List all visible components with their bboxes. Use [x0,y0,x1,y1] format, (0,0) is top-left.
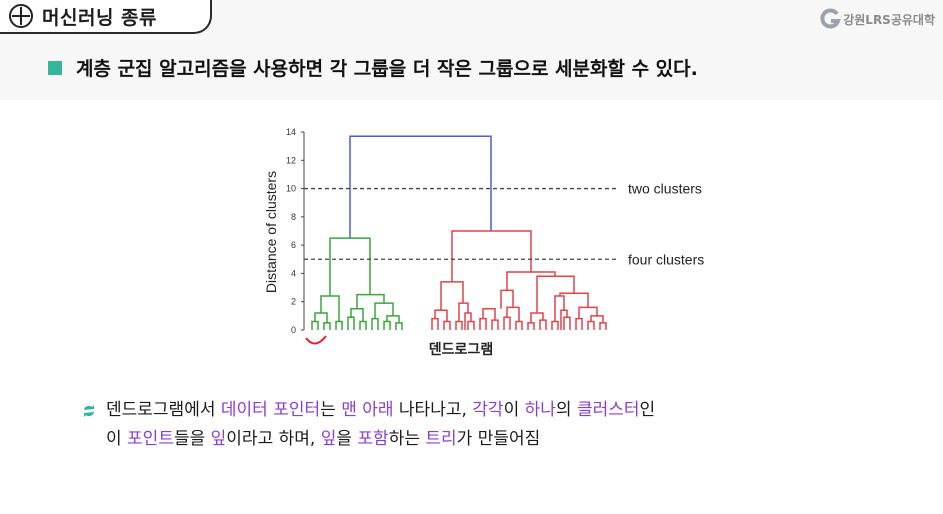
dendrogram-link [515,320,523,330]
dendrogram-link [560,309,568,330]
description: 덴드로그램에서 데이터 포인터 는 맨 아래 나타나고, 각각 이 하나 의 클러스터… [82,396,655,454]
square-bullet-icon [48,60,62,75]
dendrogram-link [350,308,364,322]
highlight-term: 포인트 [127,429,174,449]
dendrogram-link [311,320,319,330]
dendrogram-link [539,319,547,330]
dendrogram-link [500,289,514,309]
highlight-term: 각각 [472,400,504,420]
y-tick-label: 4 [291,268,296,278]
highlight-term: 트리 [425,429,457,449]
dendrogram-link [563,316,571,330]
page-title: 머신러닝 종류 [42,6,157,29]
dendrogram-link [383,320,391,330]
dendrogram-link [451,230,532,282]
dendrogram-link [587,320,595,330]
dendrogram-link [479,317,487,330]
logo-text: 강원LRS공유대학 [843,12,935,27]
y-axis: 0 2 4 6 8 10 12 14 [286,127,305,335]
headline-text: 계층 군집 알고리즘을 사용하면 각 그룹을 더 작은 그룹으로 세분화할 수 … [76,58,698,80]
dendrogram-link [314,312,328,323]
red-underline-mark [305,335,327,345]
dendrogram-link [506,271,556,291]
description-text: 가 만들어짐 [456,429,541,449]
highlight-term: 클러스터 [576,400,640,420]
dendrogram-link [371,317,379,330]
dendrogram-link [374,302,394,319]
y-tick-label: 14 [286,127,296,137]
dendrogram-link [527,322,535,330]
dendrogram-chart: 0 2 4 6 8 10 12 14 two clusters four clusters Di… [263,127,704,358]
dendrogram-link [323,322,331,330]
dendrogram-link [395,322,403,330]
dendrogram-link [530,312,544,323]
dendrogram-link [506,306,520,322]
g-logo-icon [820,8,841,29]
description-text: 들을 [173,429,211,449]
y-tick-label: 10 [286,184,296,194]
highlight-term: 하나 [524,400,556,420]
dendrogram-link [455,320,463,330]
dendrogram-link [482,308,496,321]
dendrogram-link [464,312,472,330]
description-text: 는 [320,400,342,420]
x-axis-label: 덴드로그램 [429,341,493,358]
cut-lines: two clusters four clusters [304,181,704,267]
crosshair-icon [9,4,33,28]
dendrogram-link [578,306,598,319]
y-tick-label: 12 [286,155,296,165]
dendrogram-link [434,309,448,322]
highlight-term: 잎 [210,429,227,449]
dendrogram-link [503,316,511,330]
dendrogram-link [551,320,559,330]
y-axis-label: Distance of clusters [263,171,279,293]
title-tab: 머신러닝 종류 [0,0,212,34]
dendrogram-link [349,135,492,239]
description-text: 이 [106,429,128,449]
highlight-term: 포함 [357,429,389,449]
description-text: 이라고 하며, [226,429,321,449]
highlight-term: 잎 [320,429,337,449]
description-text: 의 [555,400,577,420]
dendrogram-link [559,292,589,308]
dendrogram-link [347,316,355,330]
highlight-term: 맨 아래 [341,400,394,420]
dendrogram-link [320,295,340,322]
description-text: 덴드로그램에서 [106,400,221,420]
dendrogram-link [329,237,371,297]
dendrogram-link [431,317,439,330]
y-tick-label: 6 [291,240,296,250]
dendrogram-link [491,319,499,330]
cut-line-label: two clusters [628,181,702,197]
cycle-bullet-icon [84,404,94,417]
dendrogram-link [554,295,565,322]
logo: 강원LRS공유대학 [819,8,935,30]
dendrogram-link [356,293,385,309]
cut-line-label: four clusters [628,251,704,267]
description-text: 을 [336,429,358,449]
dendrogram-link [359,320,367,330]
y-tick-label: 8 [291,212,296,222]
dendrogram-link [467,320,475,330]
dendrogram-link [458,302,469,322]
description-text: 인 [639,400,656,420]
dendrogram-link [443,320,451,330]
y-tick-label: 0 [291,325,296,335]
dendrogram-link [335,320,343,330]
description-text: 이 [503,400,525,420]
description-text: 나타나고, [393,400,473,420]
headline: 계층 군집 알고리즘을 사용하면 각 그룹을 더 작은 그룹으로 세분화할 수 … [48,54,698,81]
description-text: 하는 [388,429,426,449]
dendrogram-links [311,135,607,330]
description-line-1: 덴드로그램에서 데이터 포인터 는 맨 아래 나타나고, 각각 이 하나 의 클러스터… [82,396,655,425]
highlight-term: 데이터 포인터 [220,400,321,420]
dendrogram-link [599,322,607,330]
y-tick-label: 2 [291,297,296,307]
dendrogram-link [575,317,583,330]
